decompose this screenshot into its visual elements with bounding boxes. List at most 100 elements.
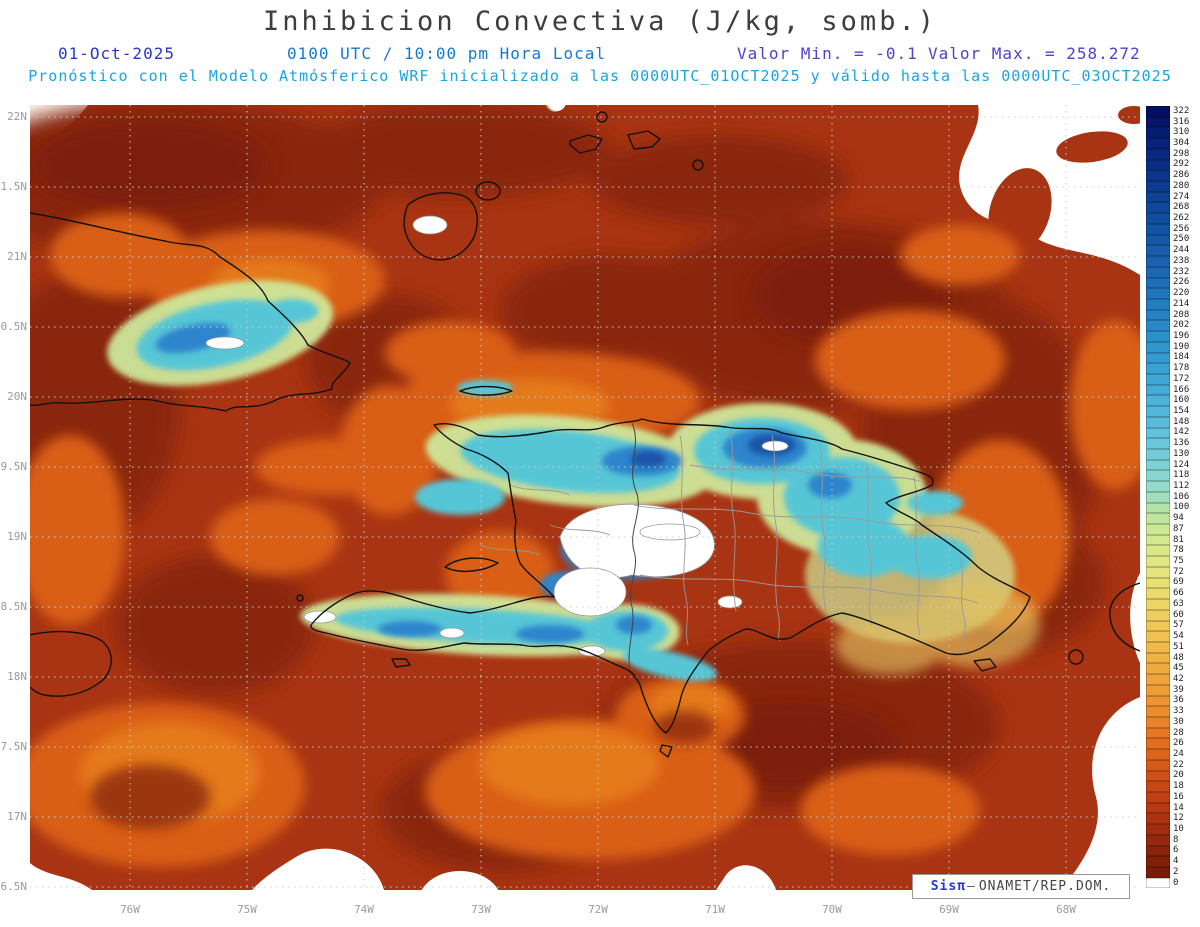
colorbar-swatch [1146,631,1170,642]
colorbar-row: 39 [1146,684,1200,696]
colorbar-value-label: 57 [1173,620,1184,631]
lat-tick-label: 21N [7,250,27,263]
colorbar-value-label: 63 [1173,598,1184,609]
colorbar-row: 232 [1146,266,1200,278]
colorbar-row: 2 [1146,867,1200,878]
colorbar-row: 48 [1146,652,1200,664]
colorbar-row: 118 [1146,470,1200,482]
colorbar-row: 100 [1146,502,1200,514]
subtitle-row: 01-Oct-2025 0100 UTC / 10:00 pm Hora Loc… [0,44,1200,64]
cuba-coastline [30,212,351,412]
colorbar-swatch [1146,759,1170,771]
colorbar-value-label: 12 [1173,813,1184,824]
lat-tick-label: 9.5N [0,460,28,473]
colorbar-value-label: 87 [1173,523,1184,534]
colorbar-row: 36 [1146,695,1200,707]
colorbar-row: 184 [1146,352,1200,364]
colorbar-value-label: 184 [1173,352,1190,363]
tortuga-coastline [459,385,513,396]
colorbar-swatch [1146,427,1170,439]
colorbar-swatch [1146,877,1170,889]
haiti-dr-border [628,422,639,672]
colorbar-value-label: 166 [1173,384,1190,395]
colorbar-row: 256 [1146,223,1200,235]
colorbar-value-label: 244 [1173,245,1190,256]
colorbar-swatch [1146,481,1170,492]
colorbar-row: 87 [1146,524,1200,535]
lon-tick-label: 71W [705,903,725,916]
colorbar-swatch [1146,181,1170,192]
colorbar-swatch [1146,363,1170,374]
colorbar-row: 304 [1146,138,1200,149]
colorbar-value-label: 45 [1173,663,1184,674]
colorbar-value-label: 130 [1173,448,1190,459]
colorbar-swatch [1146,566,1170,578]
colorbar-swatch [1146,373,1170,385]
lat-tick-label: 19N [7,530,27,543]
colorbar-swatch [1146,331,1170,342]
colorbar-value-label: 118 [1173,470,1190,481]
colorbar-swatch [1146,459,1170,471]
colorbar-swatch [1146,599,1170,610]
colorbar-value-label: 148 [1173,416,1190,427]
sispi-logo: Sisπ [930,879,967,894]
map-plot-area: Sisπ – ONAMET/REP.DOM. [30,105,1140,899]
colorbar-row: 220 [1146,288,1200,299]
colorbar-value-label: 232 [1173,266,1190,277]
colorbar-swatch [1146,674,1170,685]
forecast-description: Pronóstico con el Modelo Atmósferico WRF… [28,67,1172,85]
colorbar-value-label: 72 [1173,566,1184,577]
colorbar-row: 190 [1146,341,1200,353]
gold-wash [835,583,1040,675]
colorbar-value-label: 190 [1173,341,1190,352]
colorbar-row: 262 [1146,213,1200,224]
colorbar-value-label: 106 [1173,491,1190,502]
colorbar-row: 316 [1146,116,1200,128]
colorbar-value-label: 33 [1173,706,1184,717]
colorbar-swatch [1146,352,1170,364]
lat-tick-label: 22N [7,110,27,123]
colorbar-swatch [1146,620,1170,632]
colorbar-row: 280 [1146,181,1200,192]
colorbar-swatch [1146,266,1170,278]
colorbar-value-label: 2 [1173,866,1179,877]
colorbar-value-label: 274 [1173,191,1190,202]
colorbar-swatch [1146,684,1170,696]
mayaguana-coastline [596,111,608,123]
colorbar-value-label: 310 [1173,127,1190,138]
colorbar-value-label: 60 [1173,609,1184,620]
colorbar-swatch [1146,288,1170,299]
colorbar-swatch [1146,770,1170,782]
colorbar-swatch [1146,556,1170,567]
colorbar-row: 208 [1146,309,1200,321]
colorbar-swatch [1146,277,1170,289]
colorbar-value-label: 18 [1173,781,1184,792]
colorbar-value-label: 28 [1173,727,1184,738]
colorbar-value-label: 322 [1173,105,1190,116]
colorbar-swatch [1146,191,1170,203]
colorbar-value-label: 22 [1173,759,1184,770]
colorbar-row: 124 [1146,459,1200,471]
colorbar-swatch [1146,223,1170,235]
lat-tick-label: 0.5N [0,320,28,333]
colorbar-row: 69 [1146,577,1200,589]
colorbar-swatch [1146,534,1170,546]
colorbar-value-label: 292 [1173,159,1190,170]
colorbar-value-label: 304 [1173,138,1190,149]
lon-tick-label: 69W [939,903,959,916]
lat-tick-label: 7.5N [0,740,28,753]
colorbar-swatch [1146,438,1170,449]
colorbar-row: 136 [1146,438,1200,449]
saona-coastline [973,658,997,672]
colorbar-value-label: 220 [1173,288,1190,299]
colorbar-value-label: 94 [1173,513,1184,524]
colorbar-swatch [1146,245,1170,257]
colorbar-row: 148 [1146,416,1200,428]
colorbar-value-label: 75 [1173,556,1184,567]
colorbar-value-label: 172 [1173,373,1190,384]
gonave-coastline [444,557,499,573]
little-inagua-coastline [475,181,501,201]
colorbar-swatch [1146,867,1170,878]
lon-tick-label: 68W [1056,903,1076,916]
colorbar-value-label: 214 [1173,298,1190,309]
